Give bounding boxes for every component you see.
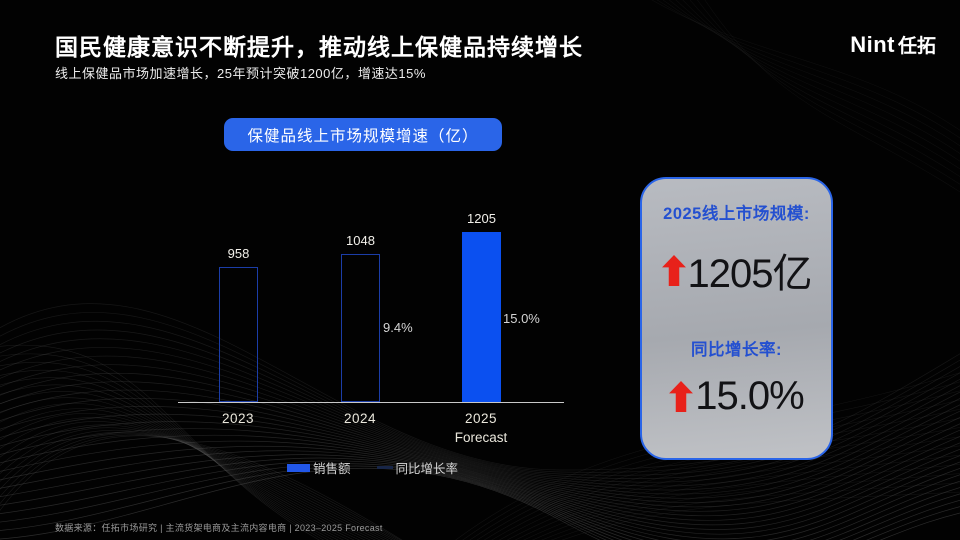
x-tick-2023: 2023 xyxy=(221,411,255,426)
stat-market-size: 1205亿 xyxy=(661,241,813,299)
growth-label-2025: 15.0% xyxy=(503,311,540,326)
stats-panel: 2025线上市场规模: 1205亿 同比增长率: 15.0% xyxy=(640,177,833,460)
bar-2024 xyxy=(341,254,380,402)
x-axis-line xyxy=(178,402,564,403)
up-arrow-icon xyxy=(661,254,686,286)
sales-swatch-icon xyxy=(287,463,310,472)
page-title: 国民健康意识不断提升，推动线上保健品持续增长 xyxy=(55,34,583,60)
stats-panel-label-market-size: 2025线上市场规模: xyxy=(663,205,810,223)
legend-item-sales: 销售额 xyxy=(287,458,351,477)
x-tick-2024: 2024 xyxy=(343,411,377,426)
x-tick-2025: 2025 xyxy=(464,411,498,426)
stat-growth-rate-value: 15.0% xyxy=(695,374,804,418)
x-tick-2025-forecast: Forecast xyxy=(454,430,508,445)
up-arrow-icon xyxy=(669,381,694,412)
growth-rate-swatch-icon xyxy=(376,466,393,469)
bar-value-2023: 958 xyxy=(227,246,250,261)
growth-label-2024: 9.4% xyxy=(383,320,413,335)
chart-legend: 销售额 同比增长率 xyxy=(287,458,458,477)
bar-value-2025: 1205 xyxy=(467,211,496,226)
page-subtitle: 线上保健品市场加速增长，25年预计突破1200亿，增速达15% xyxy=(55,66,426,81)
legend-label: 销售额 xyxy=(313,462,351,476)
stats-panel-label-growth-rate: 同比增长率: xyxy=(691,341,782,359)
bar-value-2024: 1048 xyxy=(346,233,375,248)
stat-market-size-value: 1205亿 xyxy=(687,252,813,296)
brand-logo-latin: Nint xyxy=(850,32,895,57)
brand-logo: Nint 任拓 xyxy=(850,31,936,58)
chart-title-badge: 保健品线上市场规模增速（亿） xyxy=(224,118,502,151)
legend-item-growth-rate: 同比增长率 xyxy=(376,458,459,477)
bar-2023 xyxy=(219,267,258,402)
data-source-note: 数据来源：任拓市场研究 | 主流货架电商及主流内容电商 | 2023–2025 … xyxy=(55,523,383,533)
legend-label: 同比增长率 xyxy=(395,462,459,476)
brand-logo-chinese: 任拓 xyxy=(897,36,936,57)
stat-growth-rate: 15.0% xyxy=(669,374,805,419)
bar-2025 xyxy=(462,232,501,402)
